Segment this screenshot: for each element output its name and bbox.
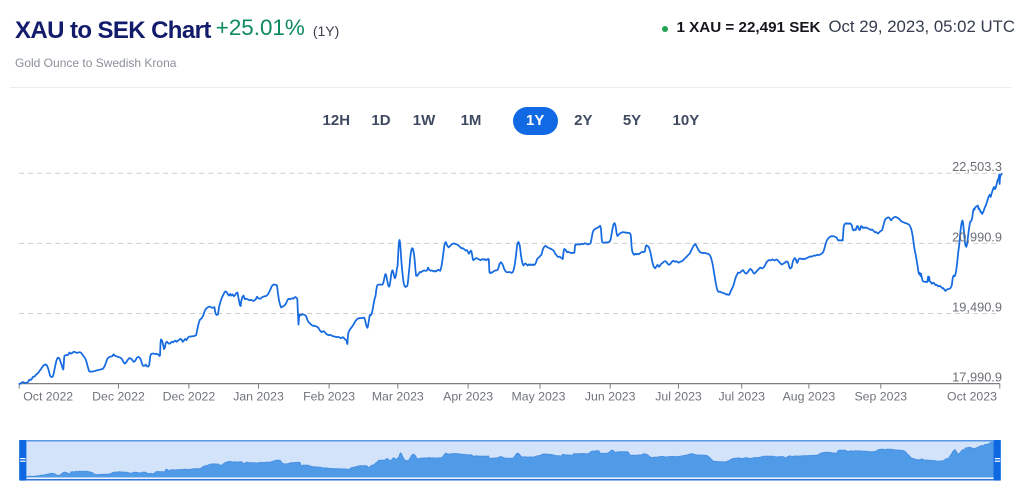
svg-text:Jul 2023: Jul 2023 [718, 390, 765, 404]
svg-text:22,503.3: 22,503.3 [952, 159, 1002, 174]
svg-text:Apr 2023: Apr 2023 [443, 390, 493, 404]
svg-text:May 2023: May 2023 [511, 390, 565, 404]
svg-text:17,990.9: 17,990.9 [952, 370, 1002, 385]
svg-text:Aug 2023: Aug 2023 [783, 390, 836, 404]
svg-text:Sep 2023: Sep 2023 [854, 390, 907, 404]
svg-text:Mar 2023: Mar 2023 [372, 390, 424, 404]
svg-text:Oct 2023: Oct 2023 [947, 390, 997, 404]
svg-text:19,490.9: 19,490.9 [952, 300, 1002, 315]
svg-text:Feb 2023: Feb 2023 [303, 390, 355, 404]
svg-text:Dec 2022: Dec 2022 [92, 390, 145, 404]
svg-text:Oct 2022: Oct 2022 [23, 390, 73, 404]
svg-text:20,990.9: 20,990.9 [952, 229, 1002, 244]
svg-text:Jun 2023: Jun 2023 [585, 390, 636, 404]
svg-text:Jan 2023: Jan 2023 [233, 390, 284, 404]
svg-text:Dec 2022: Dec 2022 [163, 390, 216, 404]
svg-text:Jul 2023: Jul 2023 [655, 390, 702, 404]
